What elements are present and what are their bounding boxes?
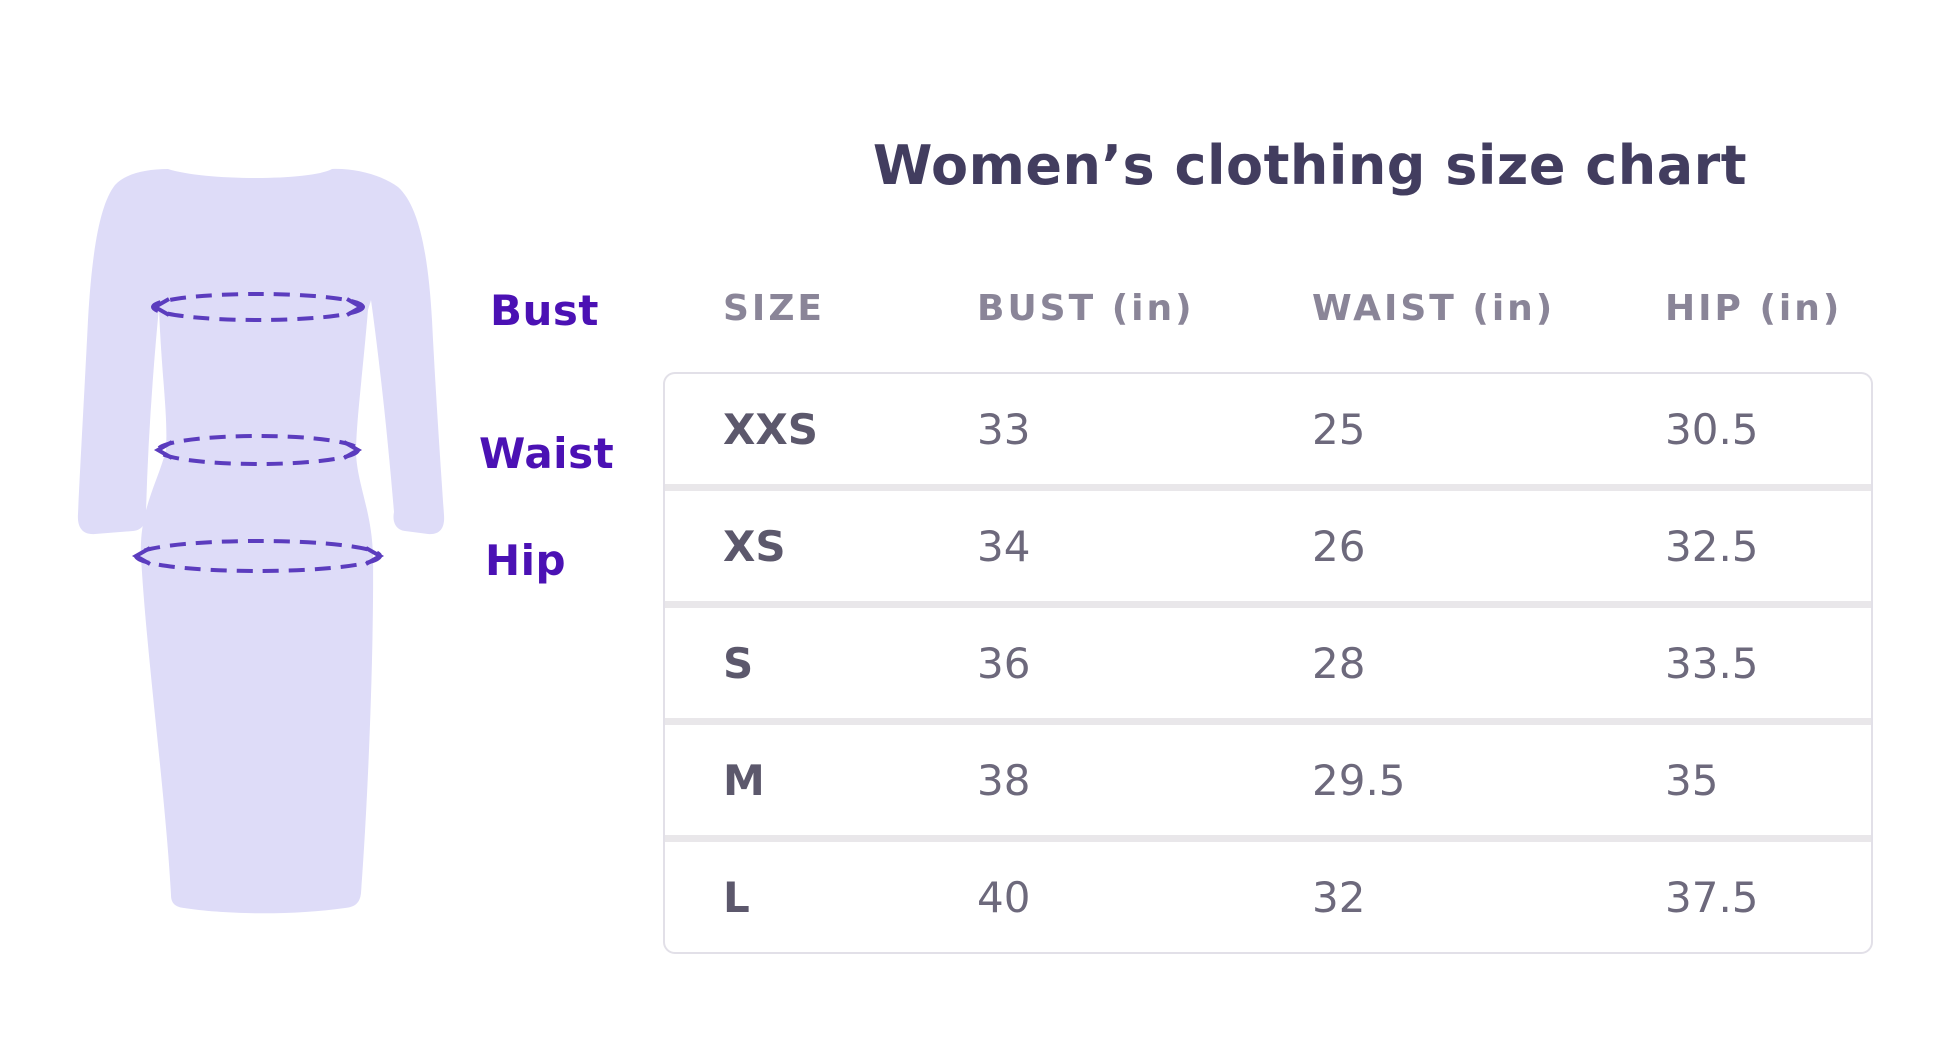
page-title: Women’s clothing size chart bbox=[872, 134, 1748, 197]
bust-arrow-right-icon bbox=[346, 297, 366, 317]
column-header-waist: WAIST (in) bbox=[1312, 288, 1556, 329]
table-row: L 40 32 37.5 bbox=[665, 842, 1871, 952]
bust-arrow-left-icon bbox=[150, 297, 170, 317]
dress-illustration bbox=[77, 168, 445, 914]
cell-size: S bbox=[723, 638, 754, 688]
cell-hip: 33.5 bbox=[1665, 638, 1759, 688]
cell-bust: 38 bbox=[977, 755, 1031, 805]
cell-hip: 30.5 bbox=[1665, 404, 1759, 454]
hip-arrow-right-icon bbox=[365, 546, 385, 566]
column-header-bust: BUST (in) bbox=[977, 288, 1195, 329]
table-row: XXS 33 25 30.5 bbox=[665, 374, 1871, 484]
bust-label: Bust bbox=[490, 286, 599, 335]
cell-waist: 32 bbox=[1312, 872, 1366, 922]
cell-bust: 36 bbox=[977, 638, 1031, 688]
cell-size: L bbox=[723, 872, 750, 922]
cell-size: M bbox=[723, 755, 765, 805]
waist-arrow-right-icon bbox=[343, 440, 363, 460]
cell-waist: 28 bbox=[1312, 638, 1366, 688]
table-row: M 38 29.5 35 bbox=[665, 725, 1871, 835]
cell-size: XXS bbox=[723, 404, 819, 454]
cell-hip: 35 bbox=[1665, 755, 1719, 805]
table-row: XS 34 26 32.5 bbox=[665, 491, 1871, 601]
hip-arrow-left-icon bbox=[131, 546, 151, 566]
waist-label: Waist bbox=[479, 429, 615, 478]
cell-bust: 33 bbox=[977, 404, 1031, 454]
column-header-size: SIZE bbox=[723, 288, 826, 329]
cell-waist: 29.5 bbox=[1312, 755, 1406, 805]
waist-arrow-left-icon bbox=[153, 440, 173, 460]
cell-hip: 32.5 bbox=[1665, 521, 1759, 571]
table-row: S 36 28 33.5 bbox=[665, 608, 1871, 718]
cell-waist: 25 bbox=[1312, 404, 1366, 454]
cell-waist: 26 bbox=[1312, 521, 1366, 571]
cell-size: XS bbox=[723, 521, 786, 571]
table-header-row: SIZE BUST (in) WAIST (in) HIP (in) bbox=[665, 288, 1871, 329]
cell-bust: 40 bbox=[977, 872, 1031, 922]
column-header-hip: HIP (in) bbox=[1665, 288, 1843, 329]
hip-label: Hip bbox=[485, 536, 567, 585]
cell-hip: 37.5 bbox=[1665, 872, 1759, 922]
size-table: XXS 33 25 30.5 XS 34 26 32.5 S 36 28 33.… bbox=[663, 372, 1873, 954]
cell-bust: 34 bbox=[977, 521, 1031, 571]
